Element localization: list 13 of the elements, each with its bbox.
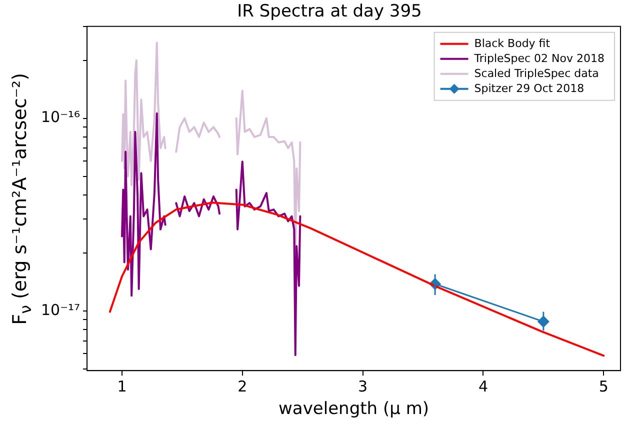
legend-label: Spitzer 29 Oct 2018 bbox=[474, 82, 584, 95]
x-tick-label: 1 bbox=[117, 377, 127, 396]
y-tick-label: 10⁻¹⁶ bbox=[41, 108, 80, 126]
legend-label: Scaled TripleSpec data bbox=[474, 66, 599, 80]
legend-label: TripleSpec 02 Nov 2018 bbox=[473, 52, 604, 65]
x-tick-label: 3 bbox=[358, 377, 368, 396]
x-axis-title: wavelength (μ m) bbox=[278, 399, 430, 420]
x-tick-label: 4 bbox=[478, 377, 488, 396]
x-tick-label: 5 bbox=[598, 377, 608, 396]
chart-title: IR Spectra at day 395 bbox=[237, 2, 422, 22]
x-tick-label: 2 bbox=[238, 377, 248, 396]
legend-label: Black Body fit bbox=[474, 36, 551, 50]
y-tick-label: 10⁻¹⁷ bbox=[41, 300, 80, 319]
